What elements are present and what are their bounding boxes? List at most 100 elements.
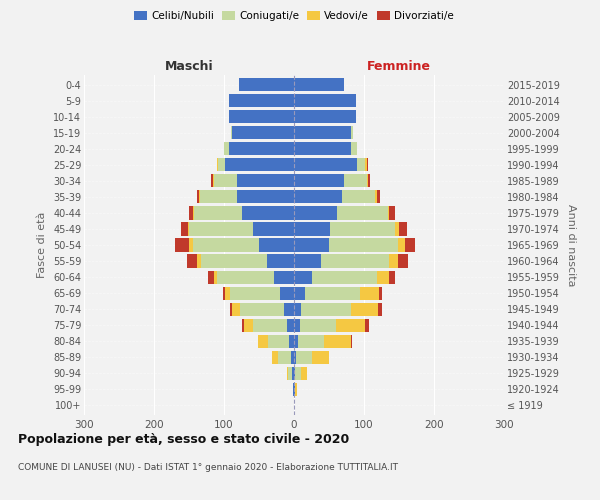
Bar — [189, 222, 253, 235]
Bar — [290, 350, 294, 364]
Text: Popolazione per età, sesso e stato civile - 2020: Popolazione per età, sesso e stato civil… — [18, 432, 349, 446]
Bar — [231, 126, 232, 140]
Bar — [352, 126, 353, 140]
Bar — [284, 302, 294, 316]
Bar — [329, 238, 398, 252]
Bar — [274, 270, 294, 283]
Bar — [389, 254, 398, 268]
Bar — [211, 174, 213, 188]
Bar — [236, 174, 294, 188]
Y-axis label: Fasce di età: Fasce di età — [37, 212, 47, 278]
Bar — [301, 366, 307, 380]
Bar — [287, 318, 294, 332]
Bar — [278, 350, 290, 364]
Bar — [199, 190, 200, 203]
Bar — [229, 94, 294, 107]
Bar — [344, 174, 367, 188]
Bar — [294, 383, 295, 396]
Bar — [367, 158, 368, 172]
Bar — [218, 158, 226, 172]
Bar — [268, 334, 289, 348]
Bar — [213, 174, 214, 188]
Bar — [226, 158, 294, 172]
Bar — [293, 383, 294, 396]
Bar — [294, 302, 301, 316]
Bar — [294, 190, 341, 203]
Bar — [365, 158, 367, 172]
Bar — [197, 254, 201, 268]
Bar — [294, 174, 344, 188]
Bar — [311, 350, 329, 364]
Bar — [193, 206, 194, 220]
Bar — [367, 174, 368, 188]
Bar — [217, 270, 274, 283]
Bar — [375, 190, 377, 203]
Bar — [232, 126, 294, 140]
Bar — [336, 318, 365, 332]
Bar — [294, 142, 352, 156]
Bar — [294, 94, 356, 107]
Bar — [280, 286, 294, 300]
Bar — [331, 222, 395, 235]
Bar — [341, 190, 375, 203]
Bar — [232, 302, 240, 316]
Bar — [226, 286, 230, 300]
Bar — [236, 190, 294, 203]
Bar — [399, 222, 407, 235]
Bar — [294, 78, 344, 91]
Bar — [208, 270, 214, 283]
Bar — [189, 238, 193, 252]
Bar — [240, 302, 284, 316]
Bar — [294, 350, 296, 364]
Bar — [242, 318, 244, 332]
Bar — [296, 350, 311, 364]
Bar — [193, 238, 259, 252]
Bar — [223, 286, 226, 300]
Bar — [294, 286, 305, 300]
Bar — [295, 383, 297, 396]
Bar — [229, 142, 294, 156]
Bar — [181, 222, 188, 235]
Bar — [200, 190, 236, 203]
Bar — [352, 142, 357, 156]
Text: COMUNE DI LANUSEI (NU) - Dati ISTAT 1° gennaio 2020 - Elaborazione TUTTITALIA.IT: COMUNE DI LANUSEI (NU) - Dati ISTAT 1° g… — [18, 462, 398, 471]
Bar — [299, 318, 336, 332]
Text: Femmine: Femmine — [367, 60, 431, 72]
Bar — [257, 334, 268, 348]
Bar — [377, 190, 380, 203]
Bar — [365, 318, 369, 332]
Bar — [312, 270, 377, 283]
Bar — [379, 286, 382, 300]
Bar — [197, 190, 199, 203]
Bar — [187, 254, 197, 268]
Bar — [294, 334, 298, 348]
Bar — [289, 334, 294, 348]
Bar — [294, 126, 352, 140]
Bar — [244, 318, 253, 332]
Bar — [360, 286, 379, 300]
Bar — [337, 206, 388, 220]
Bar — [214, 270, 217, 283]
Bar — [294, 318, 299, 332]
Bar — [350, 334, 352, 348]
Bar — [201, 254, 268, 268]
Bar — [294, 206, 337, 220]
Bar — [398, 238, 404, 252]
Bar — [389, 270, 395, 283]
Bar — [378, 302, 382, 316]
Bar — [294, 366, 295, 380]
Bar — [368, 174, 370, 188]
Bar — [357, 158, 365, 172]
Bar — [259, 238, 294, 252]
Bar — [388, 206, 389, 220]
Bar — [230, 302, 232, 316]
Bar — [253, 318, 287, 332]
Bar — [239, 78, 294, 91]
Bar — [305, 286, 360, 300]
Bar — [294, 270, 312, 283]
Bar — [224, 142, 229, 156]
Bar — [287, 366, 289, 380]
Bar — [229, 110, 294, 124]
Bar — [298, 334, 324, 348]
Bar — [188, 222, 189, 235]
